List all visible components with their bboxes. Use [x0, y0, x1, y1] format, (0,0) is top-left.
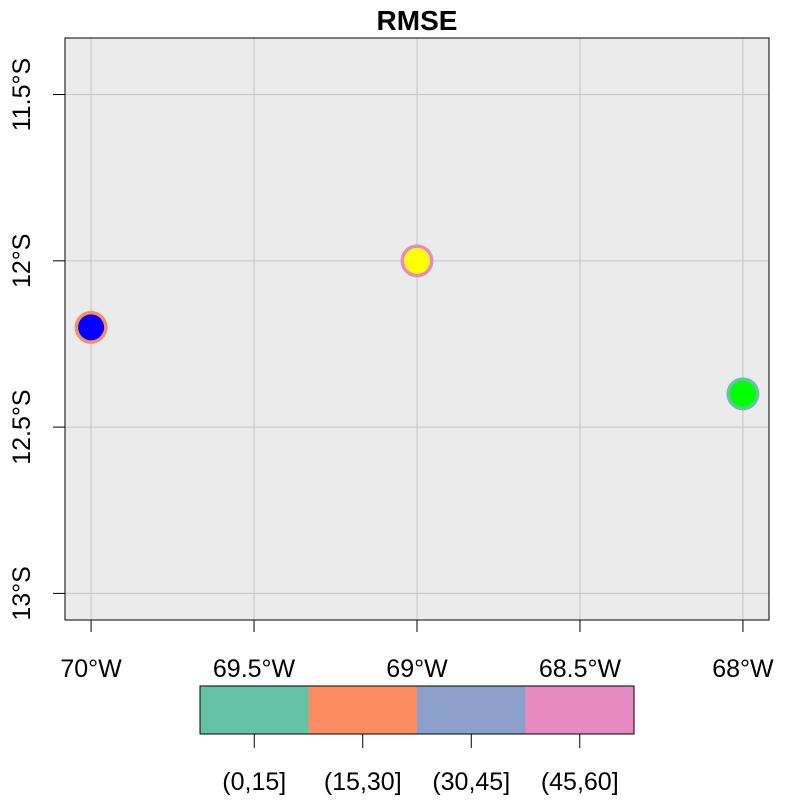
x-tick-label-0: 70°W [60, 655, 122, 683]
legend-swatch-3 [525, 686, 634, 734]
x-tick-label-1: 69.5°W [213, 655, 296, 683]
y-tick-label-1: 12°S [8, 234, 36, 288]
legend-label-2: (30,45] [432, 768, 510, 796]
axes: 70°W 69.5°W 69°W 68.5°W 68°W 11.5°S 12°S 12.5°S… [8, 58, 774, 683]
station-points [74, 244, 760, 411]
color-legend: (0,15] (15,30] (30,45] (45,60] [199, 685, 635, 796]
grid-lines [65, 38, 769, 620]
legend-swatch-2 [417, 686, 526, 734]
legend-label-1: (15,30] [324, 768, 402, 796]
legend-frame [199, 685, 635, 735]
y-tick-label-3: 13°S [8, 566, 36, 620]
legend-label-0: (0,15] [222, 768, 286, 796]
legend-swatch-0 [200, 686, 309, 734]
x-tick-label-3: 68.5°W [539, 655, 622, 683]
chart-title: RMSE [377, 5, 458, 36]
x-tick-label-2: 69°W [386, 655, 448, 683]
y-tick-label-0: 11.5°S [8, 58, 36, 131]
y-tick-label-2: 12.5°S [8, 389, 36, 464]
station-point-2 [729, 380, 756, 407]
station-point-1 [404, 247, 430, 274]
station-point-0 [78, 314, 105, 341]
legend-swatch-1 [308, 686, 417, 734]
x-tick-label-4: 68°W [712, 655, 774, 683]
legend-label-3: (45,60] [541, 768, 619, 796]
